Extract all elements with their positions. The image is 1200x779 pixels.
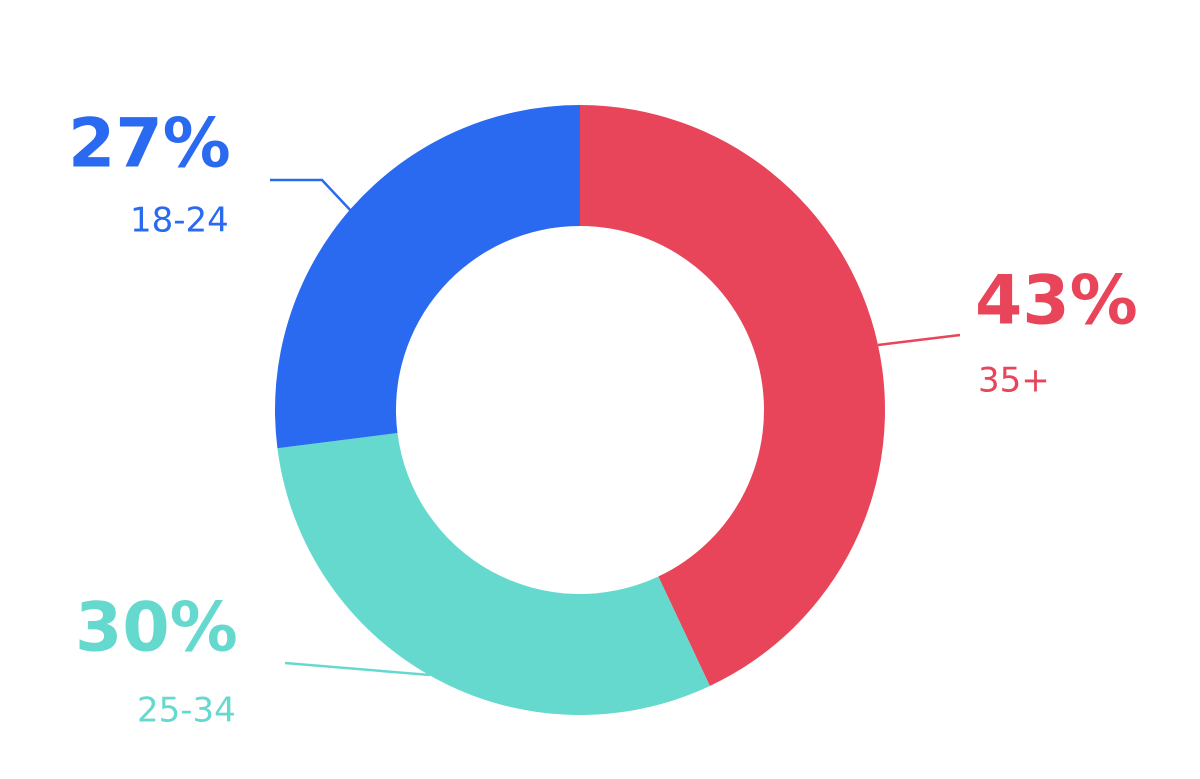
leader-line bbox=[270, 178, 353, 213]
value-label: 27% bbox=[68, 105, 231, 184]
donut-slice bbox=[277, 433, 710, 715]
value-label: 43% bbox=[975, 262, 1138, 341]
category-label: 35+ bbox=[978, 361, 1050, 401]
donut-slice bbox=[275, 105, 580, 449]
value-label: 30% bbox=[75, 589, 238, 668]
leader-line bbox=[877, 333, 961, 347]
category-label: 18-24 bbox=[130, 201, 229, 241]
leader-line bbox=[284, 661, 431, 677]
donut-slice bbox=[580, 105, 885, 686]
category-label: 25-34 bbox=[137, 691, 236, 731]
